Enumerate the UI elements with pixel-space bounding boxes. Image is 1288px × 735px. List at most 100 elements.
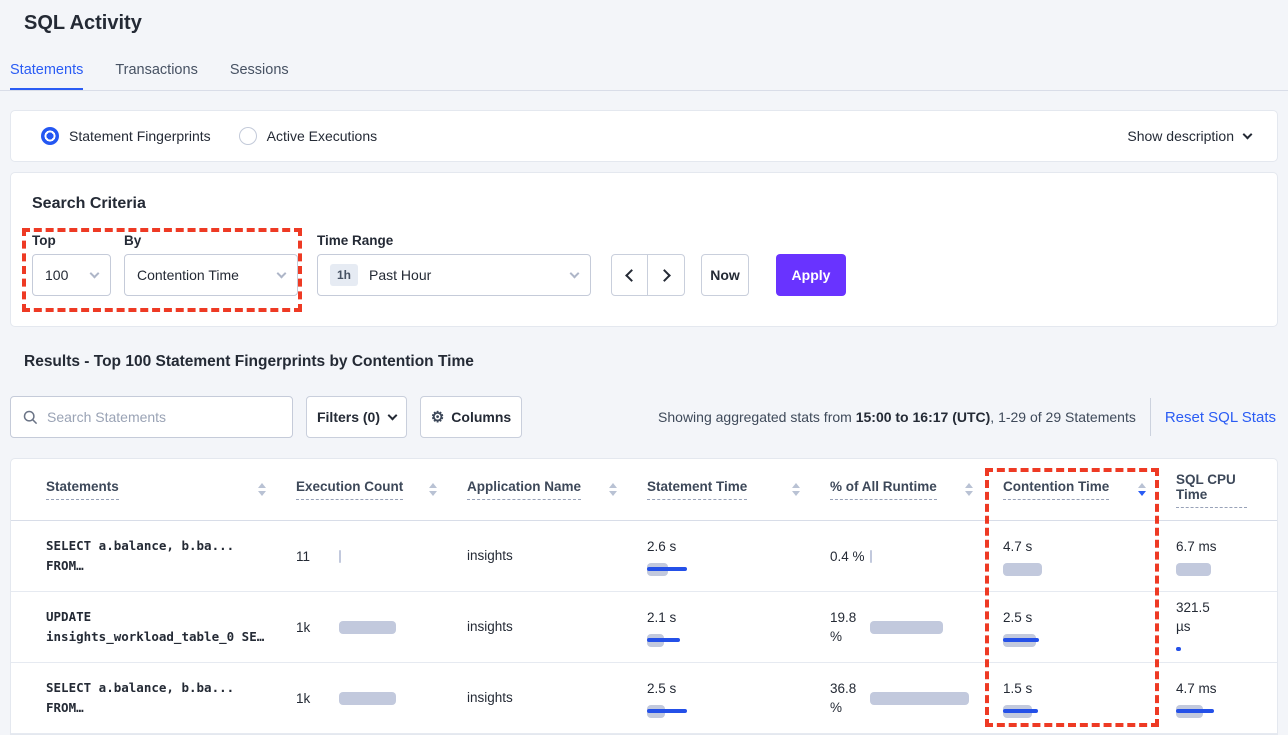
contention-time-cell: 1.5 s: [1003, 679, 1176, 718]
time-range-select[interactable]: 1h Past Hour: [317, 254, 591, 296]
sort-up-arrow: [609, 483, 617, 488]
sort-up-arrow: [258, 483, 266, 488]
show-description-toggle[interactable]: Show description: [1127, 128, 1253, 144]
radio-option-label: Statement Fingerprints: [69, 128, 211, 144]
contention-time-cell: 2.5 s: [1003, 608, 1176, 647]
bar-gray: [1176, 562, 1211, 576]
by-select[interactable]: Contention Time: [124, 254, 298, 296]
metric-bar: [870, 620, 943, 634]
statement-line: insights_workload_table_0 SE…: [46, 629, 265, 644]
column-header-statement-time[interactable]: Statement Time: [647, 479, 830, 500]
sort-icon: [609, 483, 617, 496]
chevron-down-icon: [387, 410, 398, 420]
pct-runtime-value: 0.4 %: [830, 547, 870, 566]
sql-cpu-time-cell: 4.7 ms: [1176, 679, 1277, 718]
column-header-label: SQL CPU Time: [1176, 472, 1247, 508]
column-header-statements[interactable]: Statements: [46, 479, 296, 500]
column-header-contention-time[interactable]: Contention Time: [1003, 479, 1176, 500]
metric-bar: [1176, 704, 1214, 718]
sort-up-arrow: [1138, 483, 1146, 488]
radio-option-label: Active Executions: [266, 128, 378, 144]
sql-cpu-time-cell: 6.7 ms: [1176, 537, 1277, 576]
sql-cpu-time-line: µs: [1176, 619, 1191, 634]
top-select[interactable]: 100: [32, 254, 111, 296]
tab-statements[interactable]: Statements: [10, 62, 84, 90]
tab-sessions[interactable]: Sessions: [229, 62, 289, 78]
contention-time-value: 4.7 s: [1003, 538, 1033, 554]
metric-bar: [870, 691, 969, 705]
statement-link[interactable]: SELECT a.balance, b.ba... FROM…: [46, 536, 296, 576]
radio-option-active-executions[interactable]: Active Executions: [238, 127, 378, 145]
aggregated-stats-text: Showing aggregated stats from 15:00 to 1…: [658, 409, 1136, 425]
sort-down-arrow: [258, 491, 266, 496]
statements-table: Statements Execution Count Application Nam…: [10, 458, 1278, 735]
bar-gray: [339, 691, 396, 705]
application-name-value: insights: [467, 548, 513, 563]
pct-runtime-line: 0.4 %: [830, 548, 865, 564]
metric-bar: [870, 549, 872, 563]
execution-count-value: 11: [296, 548, 311, 564]
contention-time-value: 1.5 s: [1003, 680, 1033, 696]
sort-up-arrow: [965, 483, 973, 488]
radio-selected-icon: [41, 127, 59, 145]
radio-option-statement-fingerprints[interactable]: Statement Fingerprints: [41, 127, 211, 145]
column-header-application-name[interactable]: Application Name: [467, 479, 647, 500]
bar-blue: [1176, 708, 1214, 713]
metric-bar: [647, 562, 687, 576]
execution-count-cell: 1k: [296, 620, 467, 635]
sort-icon: [1138, 483, 1146, 496]
chevron-down-icon: [89, 268, 100, 278]
search-statements-input[interactable]: [47, 409, 280, 425]
sort-up-arrow: [792, 483, 800, 488]
chevron-down-icon: [569, 268, 580, 278]
metric-bar: [1003, 562, 1042, 576]
bar-blue: [1003, 637, 1039, 642]
previous-time-range-button[interactable]: [612, 255, 648, 295]
metric-bar: [1176, 643, 1181, 656]
pct-runtime-line: %: [830, 700, 843, 715]
reset-sql-stats-link[interactable]: Reset SQL Stats: [1164, 408, 1276, 426]
bar-gray: [1003, 562, 1042, 576]
column-header-sql-cpu-time[interactable]: SQL CPU Time: [1176, 472, 1277, 508]
statement-line: SELECT a.balance, b.ba...: [46, 680, 235, 695]
column-header-of-all-runtime[interactable]: % of All Runtime: [830, 479, 1003, 500]
sort-down-arrow: [965, 491, 973, 496]
top-label: Top: [32, 233, 56, 248]
tab-transactions[interactable]: Transactions: [115, 62, 198, 78]
statement-line: UPDATE: [46, 609, 92, 624]
metric-bar: [339, 620, 396, 634]
bar-gray: [870, 691, 969, 705]
execution-count-cell: 1k: [296, 691, 467, 706]
chevron-down-icon: [276, 268, 287, 278]
now-button[interactable]: Now: [701, 254, 749, 296]
statement-line: FROM…: [46, 700, 84, 715]
execution-count-value: 1k: [296, 619, 311, 635]
column-header-execution-count[interactable]: Execution Count: [296, 479, 467, 500]
statements-table-body: SELECT a.balance, b.ba... FROM… 11 insights…: [11, 521, 1277, 734]
next-time-range-button[interactable]: [648, 255, 684, 295]
vertical-divider: [1149, 398, 1151, 436]
sql-cpu-time-line: 4.7 ms: [1176, 680, 1217, 696]
sql-cpu-time-line: 321.5: [1176, 600, 1210, 615]
sort-down-arrow: [429, 491, 437, 496]
statement-link[interactable]: UPDATE insights_workload_table_0 SE…: [46, 607, 296, 647]
sort-up-arrow: [429, 483, 437, 488]
apply-button[interactable]: Apply: [776, 254, 846, 296]
search-criteria-panel: Search Criteria Top 100 By Contention Ti…: [10, 172, 1278, 327]
time-range-value: Past Hour: [369, 267, 432, 283]
statement-line: SELECT a.balance, b.ba...: [46, 538, 235, 553]
filters-button[interactable]: Filters (0): [306, 396, 407, 438]
chevron-right-icon: [657, 268, 671, 282]
metric-bar: [1003, 704, 1038, 718]
page-header: SQL Activity Statements Transactions Sessi…: [0, 0, 1288, 91]
bar-gray: [870, 620, 943, 634]
search-statements-box[interactable]: [10, 396, 293, 438]
statement-link[interactable]: SELECT a.balance, b.ba... FROM…: [46, 678, 296, 718]
statement-time-value: 2.6 s: [647, 538, 677, 554]
tab-bar: Statements Transactions Sessions: [10, 62, 321, 90]
columns-button[interactable]: ⚙ Columns: [420, 396, 522, 438]
contention-time-value: 2.5 s: [1003, 609, 1033, 625]
metric-bar: [647, 633, 680, 647]
statement-time-cell: 2.5 s: [647, 679, 830, 718]
column-header-label: Application Name: [467, 479, 582, 500]
